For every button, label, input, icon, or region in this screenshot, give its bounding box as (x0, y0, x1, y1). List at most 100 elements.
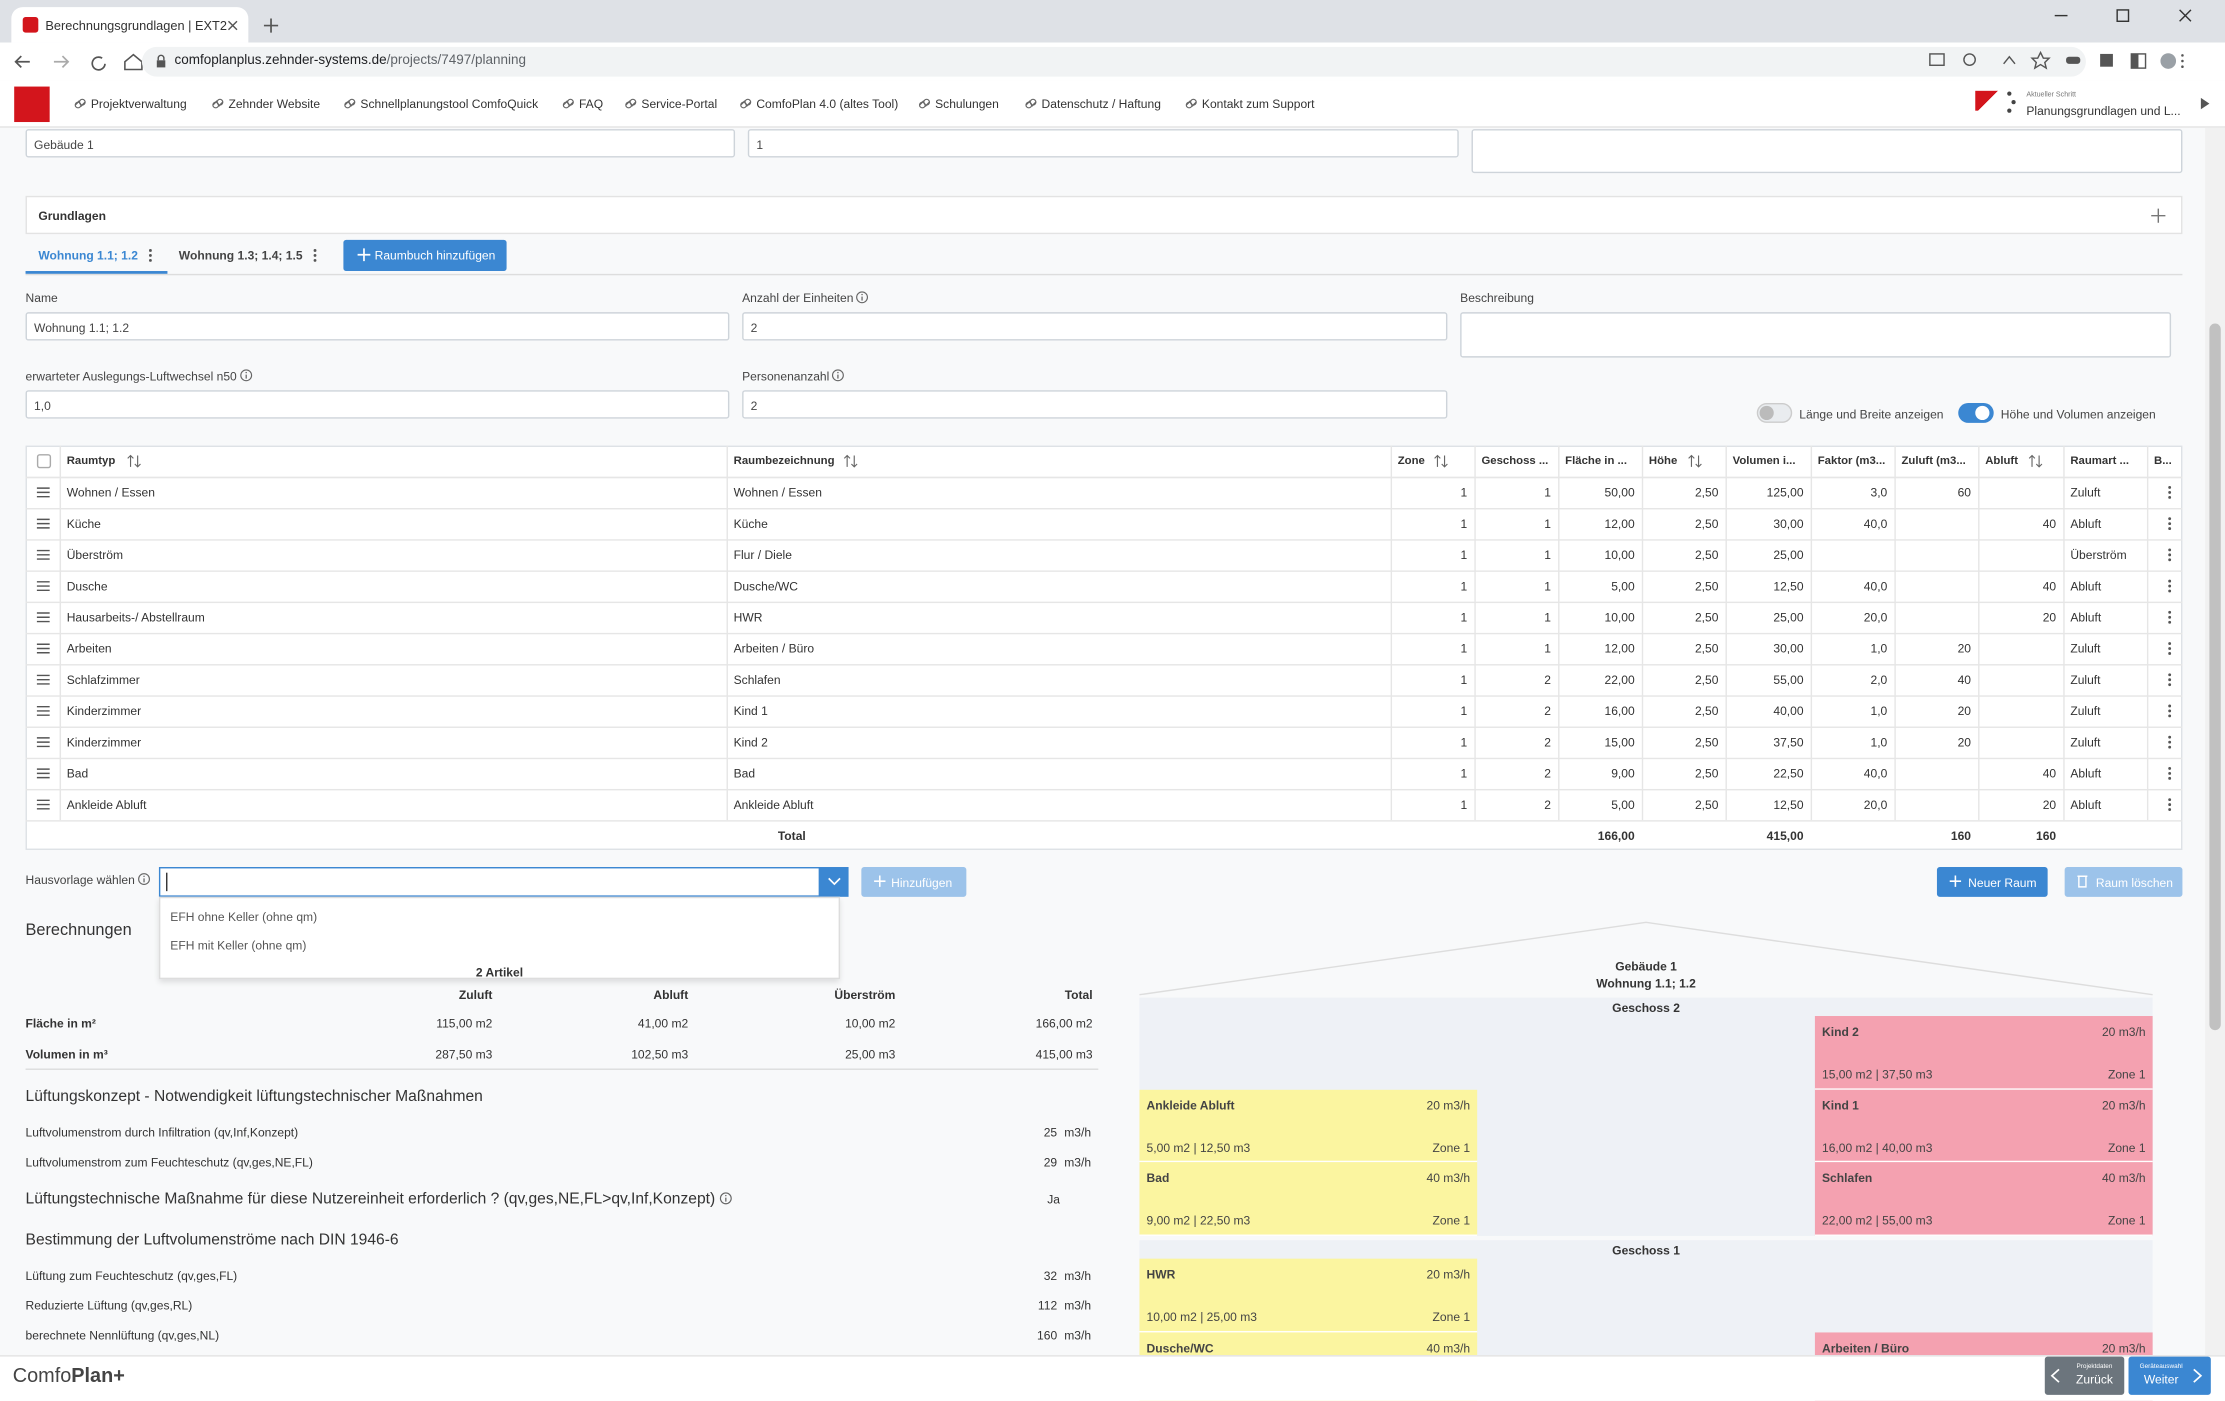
nav-link[interactable]: Zehnder Website (228, 96, 321, 111)
icon-part (2200, 97, 2210, 110)
input-value: 1,0 (34, 398, 51, 413)
calc-row-label: Fläche in m² (25, 1016, 96, 1031)
step-title: Planungsgrundlagen und L... (2026, 103, 2181, 118)
select-toggle[interactable] (818, 867, 849, 897)
table-cell: 2,50 (1694, 703, 1719, 719)
icon-part (861, 293, 864, 296)
nav-link[interactable]: Schnellplanungstool ComfoQuick (360, 96, 539, 111)
room-book-tab[interactable]: Wohnung 1.1; 1.2 (38, 248, 138, 263)
column-line (1390, 445, 1393, 821)
table-cell: Zuluft (2070, 703, 2101, 719)
column-header[interactable]: Zone (1397, 454, 1425, 467)
delete-room-button[interactable] (2064, 867, 2183, 897)
table-cell: 3,0 (1870, 485, 1888, 500)
section-title: Lüftungskonzept - Notwendigkeit lüftungs… (25, 1088, 483, 1106)
field-input[interactable]: 2 (742, 312, 1448, 341)
room-book-tab[interactable]: Wohnung 1.3; 1.4; 1.5 (178, 248, 303, 263)
nav-link[interactable]: Service-Portal (641, 96, 718, 111)
icon-part (127, 454, 141, 468)
column-line (1641, 445, 1644, 821)
room-zone: Zone 1 (2107, 1140, 2146, 1155)
url-path: /projects/7497/planning (386, 52, 527, 69)
tabs-divider (25, 273, 2183, 276)
column-header[interactable]: Geschoss ... (1481, 454, 1549, 467)
row-line (25, 664, 2183, 666)
column-header[interactable]: Raumtyp (66, 454, 116, 467)
info-icon (240, 369, 252, 382)
nav-link[interactable]: Projektverwaltung (90, 96, 187, 111)
calc-line-value: 29 (1043, 1155, 1058, 1170)
table-cell: 1 (1460, 641, 1468, 656)
room-flow: 20 m3/h (2101, 1340, 2146, 1355)
icon-part (2168, 495, 2172, 499)
add-room-book-button[interactable] (343, 239, 507, 272)
icon-part (36, 581, 50, 592)
building-number[interactable]: 1 (747, 129, 1459, 158)
footer (0, 1355, 2225, 1401)
kebab-icon (2168, 673, 2172, 687)
icon-part (2168, 704, 2172, 708)
column-header[interactable]: B... (2154, 454, 2172, 467)
column-header[interactable]: Fläche in ... (1565, 454, 1628, 467)
info-icon (719, 1192, 732, 1205)
room-flow: 20 m3/h (2101, 1097, 2146, 1112)
table-cell: 20 (1957, 641, 1972, 656)
field-input[interactable]: 1,0 (25, 390, 730, 419)
url-pill[interactable] (141, 46, 2086, 77)
icon-part (2168, 620, 2172, 624)
field-input[interactable]: Wohnung 1.1; 1.2 (25, 312, 730, 341)
icon-part (36, 705, 50, 716)
building-description[interactable] (1471, 129, 2183, 174)
table-cell: 10,00 (1604, 610, 1635, 625)
table-cell: Bad (66, 766, 89, 781)
calc-line-unit: m3/h (1064, 1125, 1092, 1140)
icon-part (2007, 108, 2012, 113)
icon-part (212, 100, 224, 107)
field-input[interactable] (1460, 312, 2172, 358)
template-select[interactable] (158, 867, 821, 897)
nav-link[interactable]: Datenschutz / Haftung (1041, 96, 1161, 111)
column-header[interactable]: Raumart ... (2070, 454, 2130, 467)
icon-part (313, 258, 317, 262)
chevron-down (828, 877, 841, 886)
field-input[interactable]: 2 (742, 390, 1448, 419)
calc-divider (25, 1068, 1099, 1070)
kebab-icon (148, 249, 152, 262)
section-title: Lüftungstechnische Maßnahme für diese Nu… (25, 1190, 716, 1208)
browser-tab[interactable] (11, 7, 249, 43)
table-cell: 2,50 (1694, 641, 1719, 656)
building-name[interactable]: Gebäude 1 (25, 129, 736, 158)
nav-link[interactable]: ComfoPlan 4.0 (altes Tool) (756, 96, 899, 111)
room-card: Schlafen 40 m3/h 22,00 m2 | 55,00 m3 Zone 1 (1814, 1162, 2153, 1236)
next-button[interactable] (2128, 1356, 2211, 1395)
column-header[interactable]: Faktor (m3... (1817, 454, 1886, 467)
nav-link[interactable]: Kontakt zum Support (1201, 96, 1315, 111)
column-header[interactable]: Abluft (1985, 454, 2018, 467)
icon-part (313, 249, 317, 252)
dropdown-option[interactable]: EFH ohne Keller (ohne qm) (170, 909, 318, 924)
back-button[interactable] (2044, 1356, 2125, 1395)
icon-part (725, 1194, 727, 1197)
icon-part (1189, 98, 1197, 106)
new-tab (263, 18, 279, 33)
kebab-icon (313, 249, 317, 262)
column-header[interactable]: Volumen i... (1732, 454, 1796, 467)
select-all-checkbox[interactable] (36, 454, 52, 469)
icon-part (91, 56, 106, 71)
drag-handle (36, 643, 50, 654)
calc-header: Total (1064, 987, 1093, 1002)
kebab-icon (2168, 486, 2172, 499)
nav-link[interactable]: FAQ (578, 96, 604, 111)
column-header[interactable]: Raumbezeichnung (733, 454, 835, 467)
next-small: Geräteauswahl (2139, 1362, 2183, 1370)
total-value: 415,00 (1766, 827, 1804, 843)
nav-link[interactable]: Schulungen (935, 96, 999, 111)
column-header[interactable]: Höhe (1648, 454, 1678, 467)
table-cell: 20 (1957, 735, 1972, 750)
column-header[interactable]: Zuluft (m3... (1901, 454, 1966, 467)
calc-line-value: 25 (1043, 1125, 1058, 1140)
dropdown-option[interactable]: EFH mit Keller (ohne qm) (170, 937, 307, 953)
table-cell: Überström (66, 547, 124, 562)
icon-part (138, 873, 151, 886)
